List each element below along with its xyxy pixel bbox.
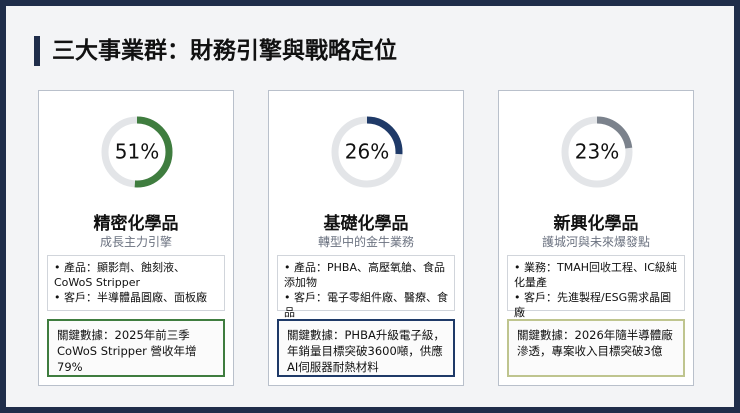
card-subtitle: 轉型中的金牛業務 [317,235,414,249]
bullet: 客戶：先進製程/ESG需求晶圓廠 [514,290,678,320]
card: 23% 新興化學品護城河與未來爆發點業務：TMAH回收工程、IC級純化量產客戶：先… [498,90,694,386]
card-name: 基礎化學品 [323,214,409,234]
card-subtitle: 成長主力引擎 [99,235,172,249]
donut-label: 51% [115,140,159,164]
card-subtitle: 護城河與未來爆發點 [541,235,650,249]
donut-arc [101,116,173,188]
key-data: 關鍵數據：PHBA升級電子級，年銷量目標突破3600噸，供應AI伺服器耐熱材料 [277,319,455,377]
donut-label: 23% [575,140,619,164]
donut-arc [561,116,633,188]
card-name: 精密化學品 [93,214,179,234]
bullet: 客戶：半導體晶圓廠、面板廠 [54,290,218,305]
bullet: 客戶：電子零組件廠、醫療、食品 [284,290,448,320]
donut: 51% [101,116,173,188]
key-data: 關鍵數據：2025年前三季 CoWoS Stripper 營收年增 79% [47,319,225,377]
donut: 23% [561,116,633,188]
card-name: 新興化學品 [553,214,639,234]
bullet: 業務：TMAH回收工程、IC級純化量產 [514,260,678,290]
bullet-list: 產品：顯影劑、蝕刻液、CoWoS Stripper客戶：半導體晶圓廠、面板廠 [47,255,225,311]
donut-label: 26% [345,140,389,164]
donut: 26% [331,116,403,188]
bullet-list: 產品：PHBA、高壓氧艙、食品添加物客戶：電子零組件廠、醫療、食品 [277,255,455,319]
bullet: 產品：顯影劑、蝕刻液、CoWoS Stripper [54,260,218,290]
card: 26% 基礎化學品轉型中的金牛業務產品：PHBA、高壓氧艙、食品添加物客戶：電子零… [268,90,464,386]
donut-arc [331,116,403,188]
bullet-list: 業務：TMAH回收工程、IC級純化量產客戶：先進製程/ESG需求晶圓廠 [507,255,685,319]
card: 51% 精密化學品成長主力引擎產品：顯影劑、蝕刻液、CoWoS Stripper客… [38,90,234,386]
bullet: 產品：PHBA、高壓氧艙、食品添加物 [284,260,448,290]
key-data: 關鍵數據：2026年隨半導體廠滲透，專案收入目標突破3億 [507,319,685,377]
slide-title: 三大事業群：財務引擎與戰略定位 [34,36,397,66]
